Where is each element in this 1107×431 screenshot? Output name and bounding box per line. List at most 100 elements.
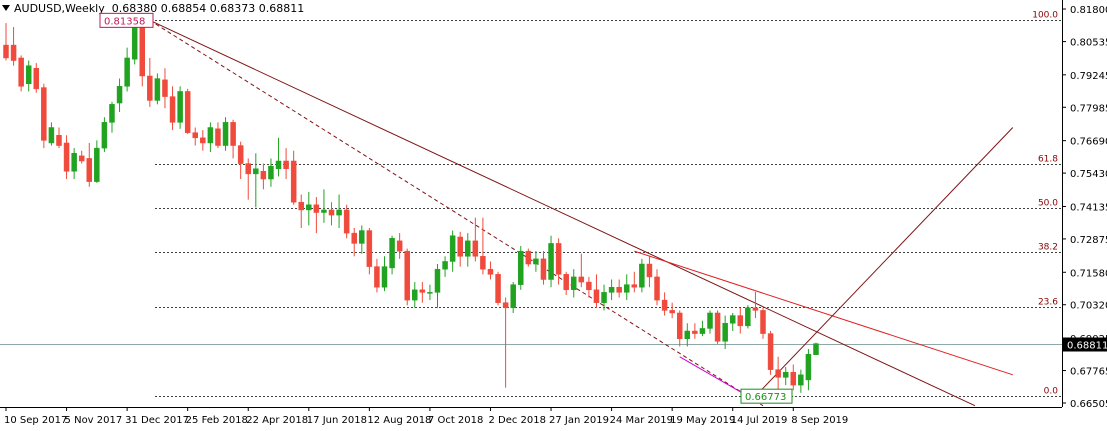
candle-body: [707, 312, 713, 329]
candle-body: [646, 263, 653, 278]
candle: [805, 349, 812, 391]
fib-label: 23.6: [1038, 298, 1058, 308]
trendline-red: [634, 250, 1013, 376]
candle: [290, 150, 297, 205]
candle-body: [699, 328, 706, 334]
candle: [25, 60, 32, 92]
candle-body: [502, 302, 509, 309]
fib-label: 0.0: [1044, 387, 1059, 397]
fib-levels: 100.0 61.8 50.0 38.2 23.6 0.0: [0, 11, 1062, 397]
swing-low-box: [740, 388, 793, 404]
candle: [571, 269, 577, 298]
candle: [253, 153, 259, 208]
candle: [33, 63, 40, 93]
candle-body: [518, 250, 524, 285]
candle-body: [207, 127, 214, 144]
candle-body: [571, 276, 577, 291]
x-tick-label: 5 Nov 2017: [65, 415, 123, 426]
candle: [729, 312, 736, 332]
candle: [275, 137, 282, 177]
candle: [419, 282, 426, 303]
candle-body: [374, 266, 380, 288]
candle-body: [457, 236, 463, 257]
candle-body: [169, 96, 176, 123]
x-tick-label: 25 Feb 2018: [186, 415, 248, 426]
candle: [109, 101, 115, 133]
candle: [94, 140, 100, 183]
candle-body: [601, 292, 607, 303]
candle: [707, 310, 713, 334]
candle-body: [184, 91, 191, 133]
candle: [374, 258, 380, 293]
chart-symbol: AUDUSD,Weekly: [14, 2, 105, 15]
fib-label: 61.8: [1038, 155, 1058, 165]
candle-body: [510, 284, 516, 309]
candle: [502, 297, 509, 388]
candle-body: [752, 307, 759, 311]
candle: [18, 55, 24, 92]
candle: [86, 142, 93, 187]
candles: [3, 20, 819, 393]
candle: [200, 130, 206, 151]
candle-body: [790, 371, 797, 386]
candle: [555, 238, 562, 285]
candle: [154, 73, 161, 105]
candle: [396, 233, 403, 259]
candle-body: [533, 258, 539, 265]
candle-body: [33, 68, 40, 90]
candle: [593, 274, 600, 308]
candle: [177, 86, 183, 129]
chart-menu-arrow-icon[interactable]: [2, 5, 10, 11]
y-tick-label: 0.72875: [1070, 235, 1107, 246]
candle: [752, 291, 759, 319]
y-tick-label: 0.67765: [1070, 367, 1107, 378]
candle: [328, 202, 335, 226]
candle-body: [555, 243, 562, 275]
fib-label: 100.0: [1032, 11, 1058, 21]
candle: [442, 256, 448, 277]
candle-body: [495, 274, 501, 303]
candle-body: [10, 44, 17, 61]
current-price-tag-bg: [1063, 337, 1107, 352]
candle-body: [177, 91, 183, 123]
candle-body: [616, 286, 622, 293]
candle-body: [805, 353, 812, 381]
trendline-dashed: [149, 19, 764, 407]
candle-body: [351, 232, 357, 244]
candle-body: [192, 132, 198, 139]
candle-body: [306, 204, 312, 211]
candle-body: [676, 312, 683, 339]
candle-body: [427, 292, 433, 294]
x-tick-label: 2 Dec 2018: [488, 415, 546, 426]
candle-body: [782, 371, 789, 378]
candle: [184, 88, 191, 134]
x-tick-label: 31 Dec 2017: [125, 415, 189, 426]
candle-body: [540, 258, 547, 280]
candle: [684, 323, 691, 347]
candle: [631, 271, 638, 293]
candle-body: [298, 201, 304, 211]
candle: [124, 47, 130, 92]
candle-body: [245, 163, 251, 175]
chart-ohlc: 0.68380 0.68854 0.68373 0.68811: [111, 2, 305, 15]
candle: [669, 302, 675, 319]
candle: [714, 310, 721, 344]
candle: [343, 204, 350, 239]
candle: [101, 117, 108, 152]
candle-body: [669, 310, 675, 314]
swing-high-box: [99, 12, 154, 28]
candle-body: [222, 122, 229, 146]
candle: [147, 57, 153, 107]
candle-body: [729, 315, 736, 324]
candle: [760, 307, 766, 339]
candle: [245, 158, 251, 200]
candle: [139, 21, 146, 87]
trendline-steep: [755, 127, 1014, 397]
candle-body: [63, 142, 70, 172]
candle-body: [404, 250, 410, 301]
